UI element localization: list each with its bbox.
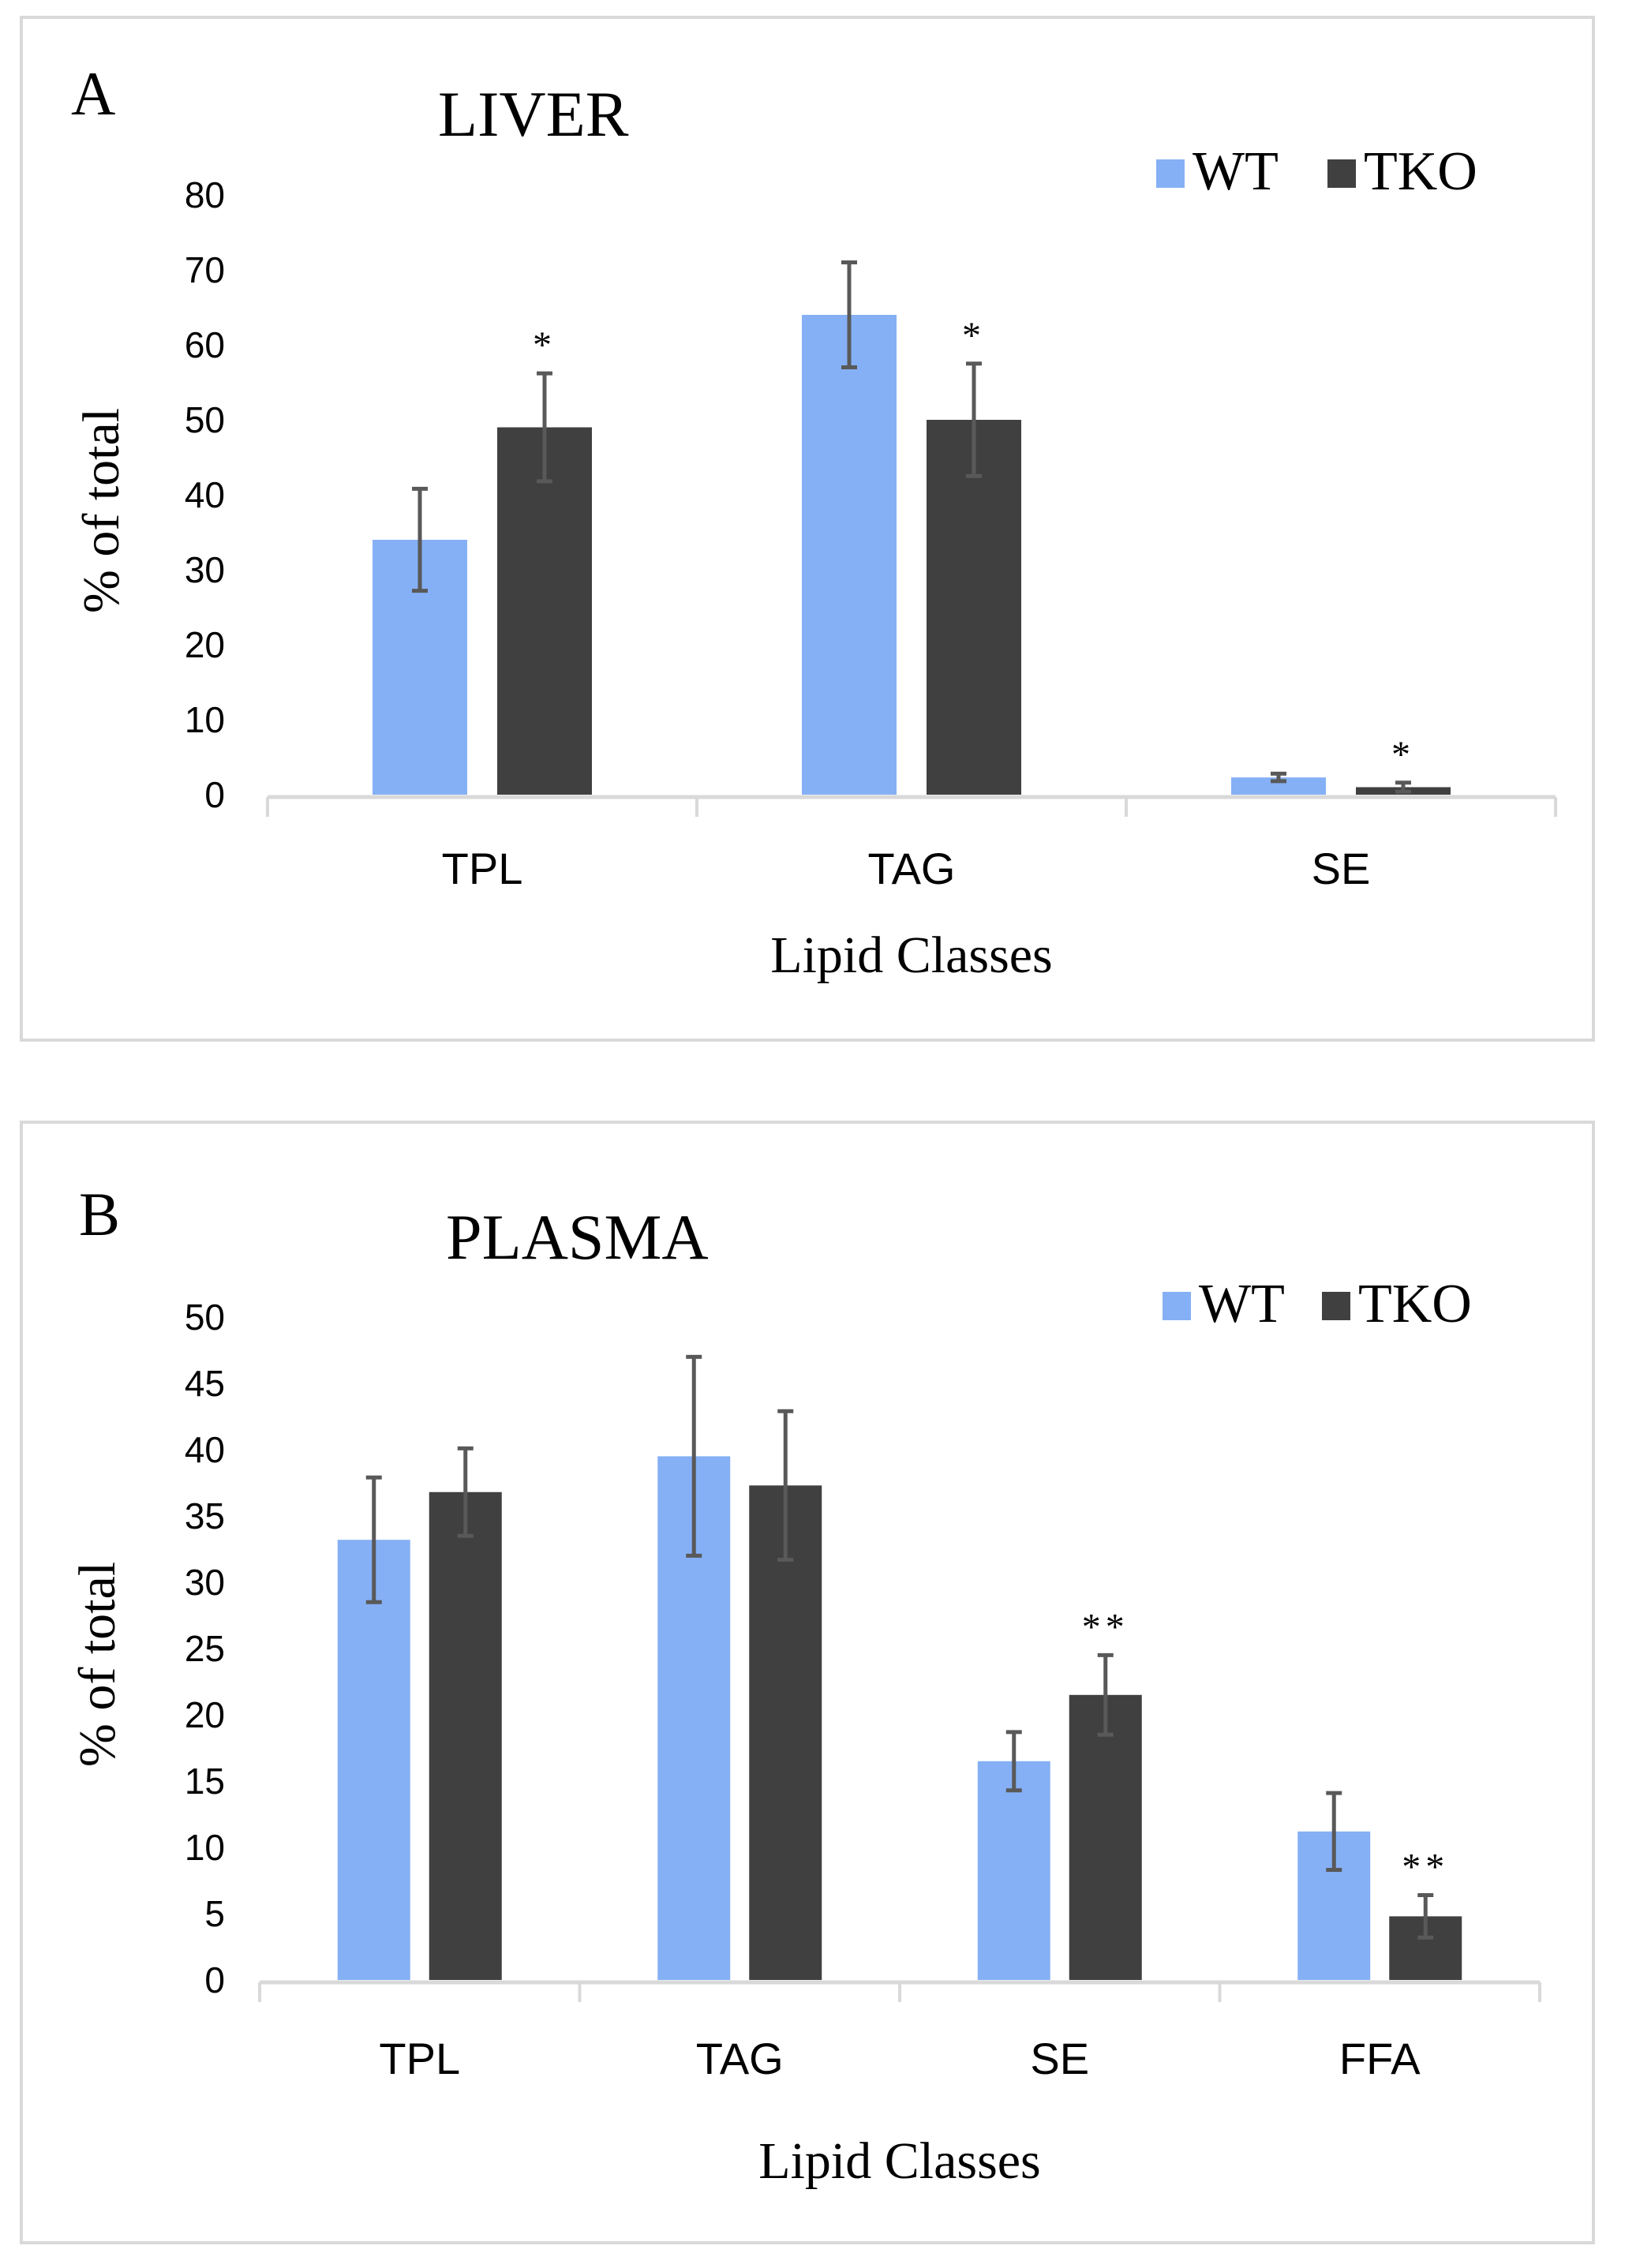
legend-label: WT <box>1199 1274 1285 1334</box>
significance-marker: * <box>533 324 556 366</box>
chart-panel-a: A LIVER 0 10 20 30 40 50 60 70 80 TPL * TAG * SE * % of t… <box>20 16 1595 1042</box>
bar-tko <box>429 1491 502 1980</box>
error-bar <box>1097 1652 1114 1737</box>
y-tick-label: 45 <box>185 1363 225 1404</box>
panel-label: B <box>79 1180 120 1248</box>
error-bar <box>457 1446 474 1538</box>
legend-swatch <box>1322 1292 1350 1320</box>
legend-item-wt: WT <box>1163 1274 1285 1334</box>
error-bar <box>365 1475 382 1604</box>
y-axis-label: % of total <box>73 408 130 613</box>
y-tick-label: 5 <box>204 1893 225 1934</box>
error-bar <box>1395 780 1411 794</box>
error-bar <box>537 371 552 484</box>
y-tick-label: 30 <box>185 1562 225 1603</box>
x-axis-label: Lipid Classes <box>758 2132 1041 2190</box>
category-label: FFA <box>1339 2034 1421 2083</box>
chart-panel-b: B PLASMA 0 5 10 15 20 25 30 35 40 45 50 TPL TAG SE ** FFA… <box>20 1121 1595 2244</box>
category-label: SE <box>1312 844 1371 893</box>
error-bar <box>841 260 857 369</box>
bar-tko <box>497 427 592 795</box>
chart-title: LIVER <box>438 78 629 150</box>
chart-title: PLASMA <box>446 1201 709 1273</box>
bar-wt <box>802 315 897 795</box>
legend-label: TKO <box>1364 141 1477 202</box>
error-bar <box>1271 771 1286 784</box>
legend-swatch <box>1156 159 1185 188</box>
y-tick-label: 50 <box>185 1297 225 1338</box>
y-tick-label: 0 <box>204 1959 225 2000</box>
y-tick-label: 30 <box>185 549 225 590</box>
significance-marker: * <box>1391 734 1415 776</box>
y-tick-label: 10 <box>185 699 225 740</box>
bar-tko <box>1069 1694 1142 1980</box>
y-tick-label: 35 <box>185 1495 225 1536</box>
significance-marker: ** <box>1402 1846 1449 1888</box>
significance-marker: * <box>962 315 986 357</box>
y-tick-label: 40 <box>185 1429 225 1470</box>
error-bar <box>1005 1730 1022 1793</box>
category-label: TPL <box>379 2034 460 2083</box>
panel-label: A <box>71 59 115 128</box>
category-label: TAG <box>868 844 956 893</box>
y-tick-label: 20 <box>185 1694 225 1735</box>
error-bar <box>777 1409 794 1562</box>
y-tick-label: 0 <box>204 774 225 815</box>
y-tick-label: 40 <box>185 474 225 515</box>
legend-swatch <box>1163 1292 1191 1320</box>
legend-item-wt: WT <box>1156 141 1279 202</box>
bar-wt <box>337 1540 410 1980</box>
category-label: TPL <box>442 844 523 893</box>
y-tick-label: 70 <box>185 249 225 290</box>
category-label: SE <box>1030 2034 1089 2083</box>
y-tick-label: 60 <box>185 324 225 365</box>
bar-wt <box>1231 777 1326 795</box>
bar-tko <box>749 1485 822 1980</box>
bar-wt <box>977 1761 1050 1980</box>
category-label: TAG <box>696 2034 784 2083</box>
error-bar <box>412 486 428 593</box>
error-bar <box>686 1354 702 1558</box>
legend-item-tko: TKO <box>1327 141 1477 202</box>
y-tick-label: 15 <box>185 1761 225 1802</box>
y-tick-label: 25 <box>185 1628 225 1669</box>
legend-swatch <box>1327 159 1356 188</box>
legend-item-tko: TKO <box>1322 1274 1472 1334</box>
error-bar <box>966 361 982 478</box>
error-bar <box>1417 1892 1434 1940</box>
legend-label: WT <box>1193 141 1279 202</box>
y-tick-label: 20 <box>185 624 225 665</box>
y-axis-label: % of total <box>69 1562 126 1767</box>
x-axis-label: Lipid Classes <box>770 926 1053 984</box>
y-tick-label: 10 <box>185 1827 225 1868</box>
y-tick-label: 80 <box>185 174 225 215</box>
significance-marker: ** <box>1082 1606 1129 1648</box>
legend-label: TKO <box>1358 1274 1472 1334</box>
y-tick-label: 50 <box>185 399 225 440</box>
error-bar <box>1326 1791 1342 1873</box>
bar-tko <box>927 420 1021 795</box>
